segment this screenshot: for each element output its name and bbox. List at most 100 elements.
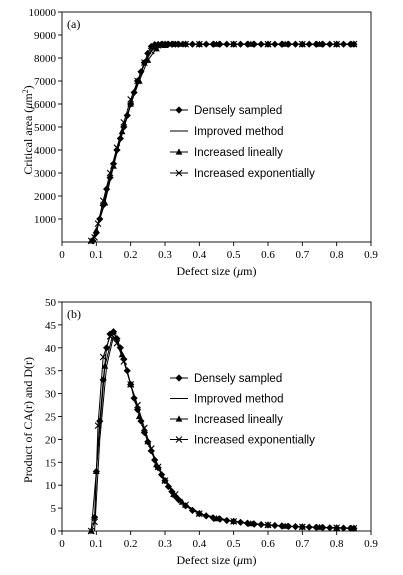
y-tick-label: 3000 <box>34 168 57 180</box>
data-point <box>141 59 148 66</box>
data-point <box>147 445 155 452</box>
data-point <box>213 515 220 523</box>
data-point <box>170 490 177 497</box>
y-tick-label: 2000 <box>34 191 57 203</box>
data-point <box>134 77 141 85</box>
panel-label: (a) <box>67 17 80 31</box>
data-point <box>195 40 203 48</box>
data-point <box>101 362 109 369</box>
x-axis-title: Defect size (μm) <box>176 264 256 278</box>
y-tick-label: 20 <box>45 434 57 446</box>
chart-panel-b: 0 0.1 0.2 0.3 0.4 0.5 0.6 0.7 0.8 0.9 0 5 10 15 20 25 30… <box>21 297 378 567</box>
x-tick-label: 0.3 <box>158 538 172 550</box>
data-point <box>170 40 177 47</box>
y-tick-label: 30 <box>45 389 57 401</box>
x-axis-title: Defect size (μm) <box>176 553 256 567</box>
x-tick-label: 0.8 <box>330 538 344 550</box>
y-tick-label: 40 <box>45 343 57 355</box>
data-point <box>281 40 289 48</box>
y-tick-label: 6000 <box>34 99 57 111</box>
data-point <box>316 40 323 48</box>
y-axis-title: Critical area (μm2) <box>21 85 36 174</box>
y-tick-label: 45 <box>45 320 57 332</box>
x-tick-label: 0.5 <box>227 249 241 261</box>
data-point <box>110 328 117 335</box>
data-point <box>94 220 102 227</box>
data-point <box>99 197 107 204</box>
y-axis-title: Product of CA(r) and D(r) <box>21 357 35 483</box>
data-point <box>113 335 121 343</box>
y-tick-label: 8000 <box>34 53 57 65</box>
y-tick-label: 25 <box>45 412 57 424</box>
legend-entry: Increased lineally <box>170 147 283 159</box>
data-point <box>175 496 183 504</box>
data-point <box>147 47 155 55</box>
y-tick-label: 4000 <box>34 145 57 157</box>
data-point <box>113 144 121 152</box>
y-tick-label: 7000 <box>34 76 57 88</box>
data-point <box>120 119 128 126</box>
legend-label: Densely sampled <box>194 105 282 117</box>
y-tick-label: 5000 <box>34 122 57 134</box>
x-tick-label: 0.8 <box>330 249 344 261</box>
series-densely-sampled <box>91 328 358 532</box>
legend-entry: Densely sampled <box>170 105 282 117</box>
y-tick-label: 15 <box>45 457 57 469</box>
data-point <box>264 521 272 529</box>
data-point <box>91 518 99 526</box>
x-tick-label: 0.2 <box>124 538 138 550</box>
y-tick-label: 10 <box>45 480 57 492</box>
data-point <box>247 40 255 48</box>
data-point <box>316 523 323 531</box>
series-line <box>92 43 354 241</box>
x-tick-label: 0.9 <box>364 249 378 261</box>
x-tick-label: 0.3 <box>158 249 172 261</box>
legend-label: Increased exponentially <box>194 435 315 447</box>
x-tick-label: 0.7 <box>295 538 309 550</box>
series-line <box>90 330 354 532</box>
legend-label: Increased lineally <box>194 147 283 159</box>
chart-panel-a: 0 0.1 0.2 0.3 0.4 0.5 0.6 0.7 0.8 0.9 1000 2000 3000… <box>21 7 379 278</box>
x-tick-label: 0.7 <box>295 249 309 261</box>
legend-label: Improved method <box>194 394 284 406</box>
data-point <box>281 522 289 530</box>
y-tick-label: 1000 <box>34 214 57 226</box>
legend-label: Increased lineally <box>194 414 283 426</box>
data-point <box>264 40 272 48</box>
data-point <box>188 506 197 514</box>
x-tick-label: 0 <box>59 538 65 550</box>
y-tick-label: 10000 <box>29 7 57 19</box>
legend-entry: Increased exponentially <box>170 168 315 180</box>
y-tick-label: 35 <box>45 366 57 378</box>
legend-entry: Densely sampled <box>170 373 282 385</box>
legend-label: Increased exponentially <box>194 168 315 180</box>
series-densely-sampled <box>89 40 358 245</box>
series-line <box>94 331 354 529</box>
x-tick-label: 0.1 <box>89 249 103 261</box>
legend-entry: Increased exponentially <box>170 435 315 447</box>
data-point <box>113 146 121 154</box>
data-point <box>230 40 238 48</box>
data-point <box>333 524 341 532</box>
data-point <box>298 523 306 531</box>
data-point <box>154 41 162 49</box>
data-point <box>134 401 141 409</box>
legend-label: Improved method <box>194 126 284 138</box>
panel-label: (b) <box>67 307 81 321</box>
data-point <box>247 520 255 528</box>
data-point <box>153 45 160 52</box>
series-line <box>90 43 354 242</box>
data-point <box>120 358 128 365</box>
data-point <box>127 381 135 388</box>
data-point <box>118 128 126 135</box>
x-tick-label: 0.6 <box>261 538 275 550</box>
series-increased-exponentially <box>87 40 358 245</box>
data-point <box>182 40 189 48</box>
data-point <box>103 185 111 193</box>
x-tick-label: 0.4 <box>192 249 206 261</box>
data-point <box>350 524 358 532</box>
y-tick-label: 5 <box>51 503 57 515</box>
x-tick-label: 0.5 <box>227 538 241 550</box>
x-tick-label: 0.1 <box>89 538 103 550</box>
